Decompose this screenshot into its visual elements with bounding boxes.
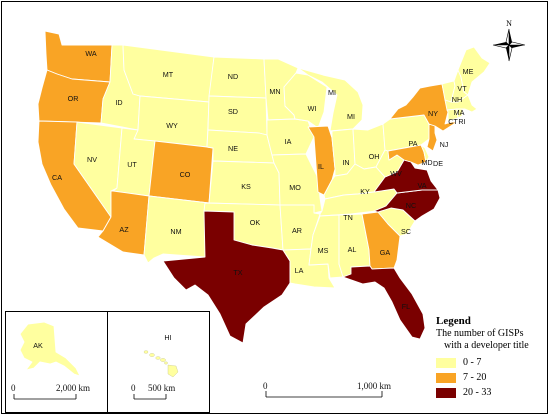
label-ri: RI: [458, 117, 465, 126]
label-la: LA: [295, 266, 304, 275]
state-hi: [143, 350, 179, 378]
state-ms: [308, 214, 344, 279]
label-ga: GA: [380, 248, 391, 257]
state-wi: [283, 72, 328, 129]
label-wa: WA: [85, 49, 97, 58]
legend-subtitle: The number of GISPs with a developer tit…: [436, 328, 547, 352]
state-nj: [426, 123, 438, 152]
north-arrow: N: [492, 19, 526, 62]
label-mo: MO: [289, 183, 301, 192]
legend-swatch-high: [436, 387, 456, 398]
label-nv: NV: [87, 155, 97, 164]
legend: Legend The number of GISPs with a develo…: [436, 315, 547, 400]
legend-item-high: 20 - 33: [436, 385, 547, 400]
label-tx: TX: [233, 268, 242, 277]
state-tx: [162, 210, 291, 344]
legend-swatch-low: [436, 357, 456, 368]
label-az: AZ: [119, 225, 129, 234]
legend-label-low: 0 - 7: [463, 357, 482, 368]
label-nm: NM: [170, 227, 181, 236]
label-de: DE: [433, 159, 443, 168]
label-ct: CT: [448, 117, 458, 126]
label-wv: WV: [390, 169, 402, 178]
inset-hawaii: HI 0 500 km: [107, 311, 210, 413]
label-al: AL: [348, 245, 357, 254]
label-ia: IA: [285, 137, 292, 146]
label-in: IN: [342, 158, 349, 167]
state-ri: [456, 108, 464, 119]
label-ok: OK: [250, 218, 261, 227]
label-ms: MS: [318, 246, 329, 255]
scale-alaska-end: 2,000 km: [56, 383, 90, 393]
north-label: N: [506, 19, 512, 28]
state-ne: [206, 129, 275, 164]
compass-rose-icon: [492, 28, 526, 62]
label-or: OR: [68, 94, 79, 103]
legend-swatch-mid: [436, 372, 456, 383]
label-nc: NC: [406, 201, 416, 210]
label-md: MD: [421, 158, 432, 167]
state-ak: [19, 321, 81, 377]
label-fl: FL: [402, 302, 410, 311]
legend-item-mid: 7 - 20: [436, 370, 547, 385]
label-ny: NY: [428, 109, 438, 118]
label-oh: OH: [369, 152, 380, 161]
label-tn: TN: [343, 213, 353, 222]
label-nh: NH: [452, 95, 462, 104]
scale-main-end: 1,000 km: [357, 381, 391, 391]
label-ut: UT: [127, 160, 137, 169]
state-co: [148, 140, 214, 204]
state-ct: [446, 108, 459, 122]
scale-hawaii-start: 0: [131, 383, 136, 393]
scale-main-start: 0: [263, 381, 268, 391]
label-mt: MT: [163, 70, 174, 79]
label-pa: PA: [408, 139, 417, 148]
label-ar: AR: [292, 226, 302, 235]
scale-bar-hawaii: 0 500 km: [131, 383, 175, 400]
label-id: ID: [115, 98, 122, 107]
label-sd: SD: [228, 107, 238, 116]
label-ky: KY: [360, 187, 370, 196]
state-me: [457, 46, 491, 96]
state-fl: [342, 265, 426, 340]
scale-hawaii-end: 500 km: [148, 383, 175, 393]
label-va: VA: [417, 181, 426, 190]
label-mi2: MI: [328, 88, 336, 97]
label-vt: VT: [457, 84, 467, 93]
inset-alaska: AK 0 2,000 km: [5, 311, 108, 413]
label-nd: ND: [228, 72, 238, 81]
states-layer: [37, 30, 491, 344]
label-il: IL: [318, 162, 324, 171]
state-de: [420, 144, 430, 163]
label-co: CO: [180, 170, 191, 179]
scale-alaska-start: 0: [11, 383, 16, 393]
label-ne: NE: [228, 144, 238, 153]
label-sc: SC: [401, 227, 411, 236]
label-nj: NJ: [440, 140, 449, 149]
state-labels: WA OR CA ID NV MT WY UT AZ CO NM ND SD N…: [52, 49, 474, 311]
label-wy: WY: [166, 121, 178, 130]
legend-item-low: 0 - 7: [436, 355, 547, 370]
scale-bar-main: 0 1,000 km: [263, 381, 391, 398]
label-wi: WI: [308, 104, 317, 113]
legend-subtitle-line2: with a developer title: [444, 340, 529, 351]
legend-subtitle-line1: The number of GISPs: [436, 328, 524, 339]
label-ak: AK: [33, 341, 43, 350]
label-hi: HI: [164, 333, 171, 342]
label-ks: KS: [241, 182, 251, 191]
label-mn: MN: [269, 87, 280, 96]
legend-label-high: 20 - 33: [463, 387, 492, 398]
label-mi: MI: [347, 112, 355, 121]
label-me: ME: [463, 67, 474, 76]
legend-title: Legend: [436, 315, 471, 327]
scale-bar-alaska: 0 2,000 km: [11, 383, 90, 400]
label-ma: MA: [454, 108, 465, 117]
label-ca: CA: [52, 173, 62, 182]
legend-label-mid: 7 - 20: [463, 372, 487, 383]
